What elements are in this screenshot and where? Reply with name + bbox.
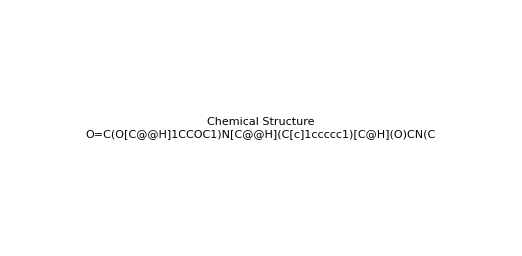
- Text: Chemical Structure
O=C(O[C@@H]1CCOC1)N[C@@H](C[c]1ccccc1)[C@H](O)CN(C: Chemical Structure O=C(O[C@@H]1CCOC1)N[C…: [86, 117, 436, 139]
